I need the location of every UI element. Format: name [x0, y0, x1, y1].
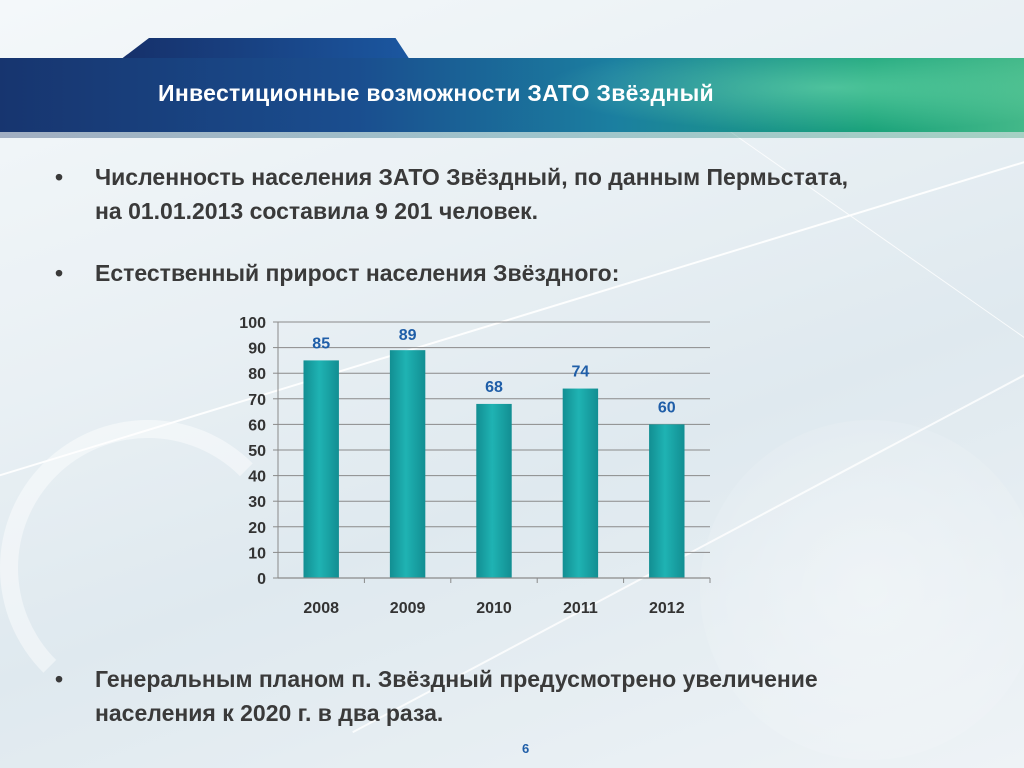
bullet-text: Численность населения ЗАТО Звёздный, по … — [95, 164, 849, 224]
y-tick-label: 0 — [257, 571, 266, 588]
bar-2011 — [562, 388, 599, 578]
bar-2012 — [649, 424, 685, 578]
data-label-2011: 74 — [572, 364, 590, 381]
x-tick-label: 2012 — [649, 600, 685, 617]
data-label-2009: 89 — [399, 327, 417, 344]
x-tick-label: 2009 — [390, 600, 426, 617]
y-tick-label: 80 — [248, 366, 266, 383]
data-label-2008: 85 — [312, 335, 330, 352]
y-tick-label: 60 — [248, 417, 266, 434]
header-tab-decoration — [120, 38, 410, 60]
data-label-2012: 60 — [658, 399, 676, 416]
bar-2010 — [476, 403, 512, 578]
x-tick-label: 2008 — [303, 600, 339, 617]
header-band — [0, 58, 1024, 132]
header-underline — [0, 132, 1024, 138]
y-tick-label: 90 — [248, 341, 266, 358]
header-glow — [540, 58, 1024, 132]
slide-title: Инвестиционные возможности ЗАТО Звёздный — [158, 80, 714, 106]
y-tick-label: 30 — [248, 494, 266, 511]
y-tick-label: 20 — [248, 520, 266, 537]
bullet-marker: • — [55, 666, 64, 692]
bullet-text: Естественный прирост населения Звёздного… — [95, 260, 620, 286]
data-label-2010: 68 — [485, 379, 503, 396]
bullet-population: • Численность населения ЗАТО Звёздный, п… — [55, 160, 875, 228]
bullet-growth: • Естественный прирост населения Звёздно… — [55, 256, 875, 290]
x-tick-label: 2011 — [563, 600, 598, 617]
bullet-general-plan: • Генеральным планом п. Звёздный предусм… — [55, 662, 875, 730]
bar-2009 — [389, 350, 426, 578]
bar-2008 — [303, 360, 339, 578]
y-tick-label: 40 — [248, 469, 266, 486]
page-number: 6 — [522, 741, 530, 756]
y-tick-label: 70 — [248, 392, 266, 409]
slide-header: Инвестиционные возможности ЗАТО Звёздный — [0, 0, 1024, 140]
x-tick-label: 2010 — [476, 600, 512, 617]
bullet-text: Генеральным планом п. Звёздный предусмот… — [95, 666, 818, 726]
y-tick-label: 50 — [248, 443, 266, 460]
y-tick-label: 10 — [248, 545, 266, 562]
y-tick-label: 100 — [239, 315, 266, 332]
population-growth-chart: 0 10 20 30 40 50 60 70 80 90 100 85 2008 89 2009 68 2010… — [239, 315, 711, 617]
bullet-marker: • — [55, 260, 64, 286]
bullet-marker: • — [55, 164, 64, 190]
